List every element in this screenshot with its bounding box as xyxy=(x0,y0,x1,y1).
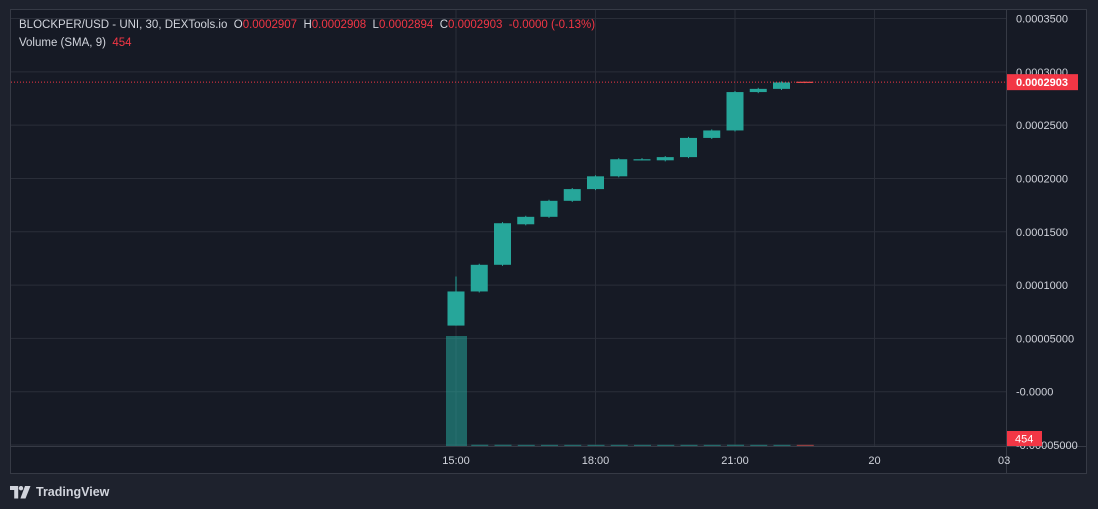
candle-body xyxy=(517,216,535,225)
time-tick-label: 21:00 xyxy=(721,455,749,467)
candle-body xyxy=(610,159,628,177)
volume-bar xyxy=(587,444,605,446)
time-axis: 15:00 18:00 21:00 20 03 xyxy=(442,455,1010,467)
price-tick-label: 0.0001000 xyxy=(1016,280,1068,292)
price-tick-label: 0.0001500 xyxy=(1016,227,1068,239)
tradingview-logo-icon xyxy=(10,485,31,498)
volume-bar xyxy=(494,444,512,446)
ohlc-legend: BLOCKPER/USD - UNI, 30, DEXTools.io O0.0… xyxy=(19,18,595,32)
volume-bar xyxy=(727,444,744,446)
volume-bar xyxy=(773,444,791,446)
volume-bar xyxy=(750,444,768,446)
change-value: -0.0000 (-0.13%) xyxy=(508,19,596,31)
time-tick-label: 15:00 xyxy=(442,455,470,467)
volume-bar xyxy=(796,444,814,446)
price-chart[interactable]: 0.00035000.00030000.00025000.00020000.00… xyxy=(11,10,1086,473)
candle-body xyxy=(470,264,488,292)
open-label: O xyxy=(233,19,243,31)
time-tick-label: 20 xyxy=(868,455,880,467)
candle-body xyxy=(587,176,604,190)
price-tick-label: 0.0002000 xyxy=(1016,173,1068,185)
candles xyxy=(447,81,814,326)
volume-legend: Volume (SMA, 9) 454 xyxy=(19,36,132,50)
volume-bar xyxy=(680,444,698,446)
volume-bar xyxy=(446,336,467,446)
candle-body xyxy=(540,200,558,217)
volume-bar xyxy=(610,444,628,446)
price-tick-label: 0.0002500 xyxy=(1016,120,1068,132)
candle-body xyxy=(447,291,465,326)
high-label: H xyxy=(303,19,312,31)
volume-bars xyxy=(446,336,814,446)
volume-bar xyxy=(471,444,489,446)
chart-panel[interactable]: 0.0003500 0.0003000 0.0002500 0.0002000 0.00… xyxy=(10,9,1087,474)
symbol-title: BLOCKPER/USD - UNI, 30, DEXTools.io xyxy=(19,19,228,31)
price-tick-label: 0.0003500 xyxy=(1016,14,1068,26)
last-price-badge xyxy=(1007,74,1078,91)
volume-bar xyxy=(634,444,651,446)
candle-body xyxy=(633,159,651,161)
candle-body xyxy=(749,88,767,93)
last-price-label: 0.0002903 xyxy=(1016,77,1068,89)
low-value: 0.0002894 xyxy=(378,19,434,31)
last-volume-label: 454 xyxy=(1015,434,1033,446)
candle-body xyxy=(703,130,721,138)
candle-body xyxy=(726,92,744,131)
volume-bar xyxy=(541,444,558,446)
open-value: 0.0002907 xyxy=(242,19,298,31)
volume-bar xyxy=(517,444,535,446)
volume-value: 454 xyxy=(112,37,132,49)
close-label: C xyxy=(439,19,449,31)
candle-body xyxy=(656,157,674,161)
candle-body xyxy=(773,82,790,89)
candle-body xyxy=(796,81,814,83)
high-value: 0.0002908 xyxy=(311,19,367,31)
candle-body xyxy=(494,223,511,265)
time-tick-label: 03 xyxy=(998,455,1010,467)
tradingview-logo[interactable]: TradingView xyxy=(10,483,109,501)
candle-body xyxy=(680,137,697,158)
price-tick-label: -0.0000 xyxy=(1016,387,1053,399)
volume-bar xyxy=(657,444,675,446)
time-tick-label: 18:00 xyxy=(582,455,610,467)
volume-bar xyxy=(703,444,721,446)
candle-body xyxy=(563,189,581,201)
tradingview-logo-text: TradingView xyxy=(36,485,110,499)
close-value: 0.0002903 xyxy=(448,19,503,31)
last-volume-badge xyxy=(1007,431,1042,446)
low-label: L xyxy=(372,19,379,31)
volume-bar xyxy=(564,444,582,446)
price-tick-label: 0.00005000 xyxy=(1016,333,1074,345)
volume-label: Volume (SMA, 9) xyxy=(19,37,106,49)
